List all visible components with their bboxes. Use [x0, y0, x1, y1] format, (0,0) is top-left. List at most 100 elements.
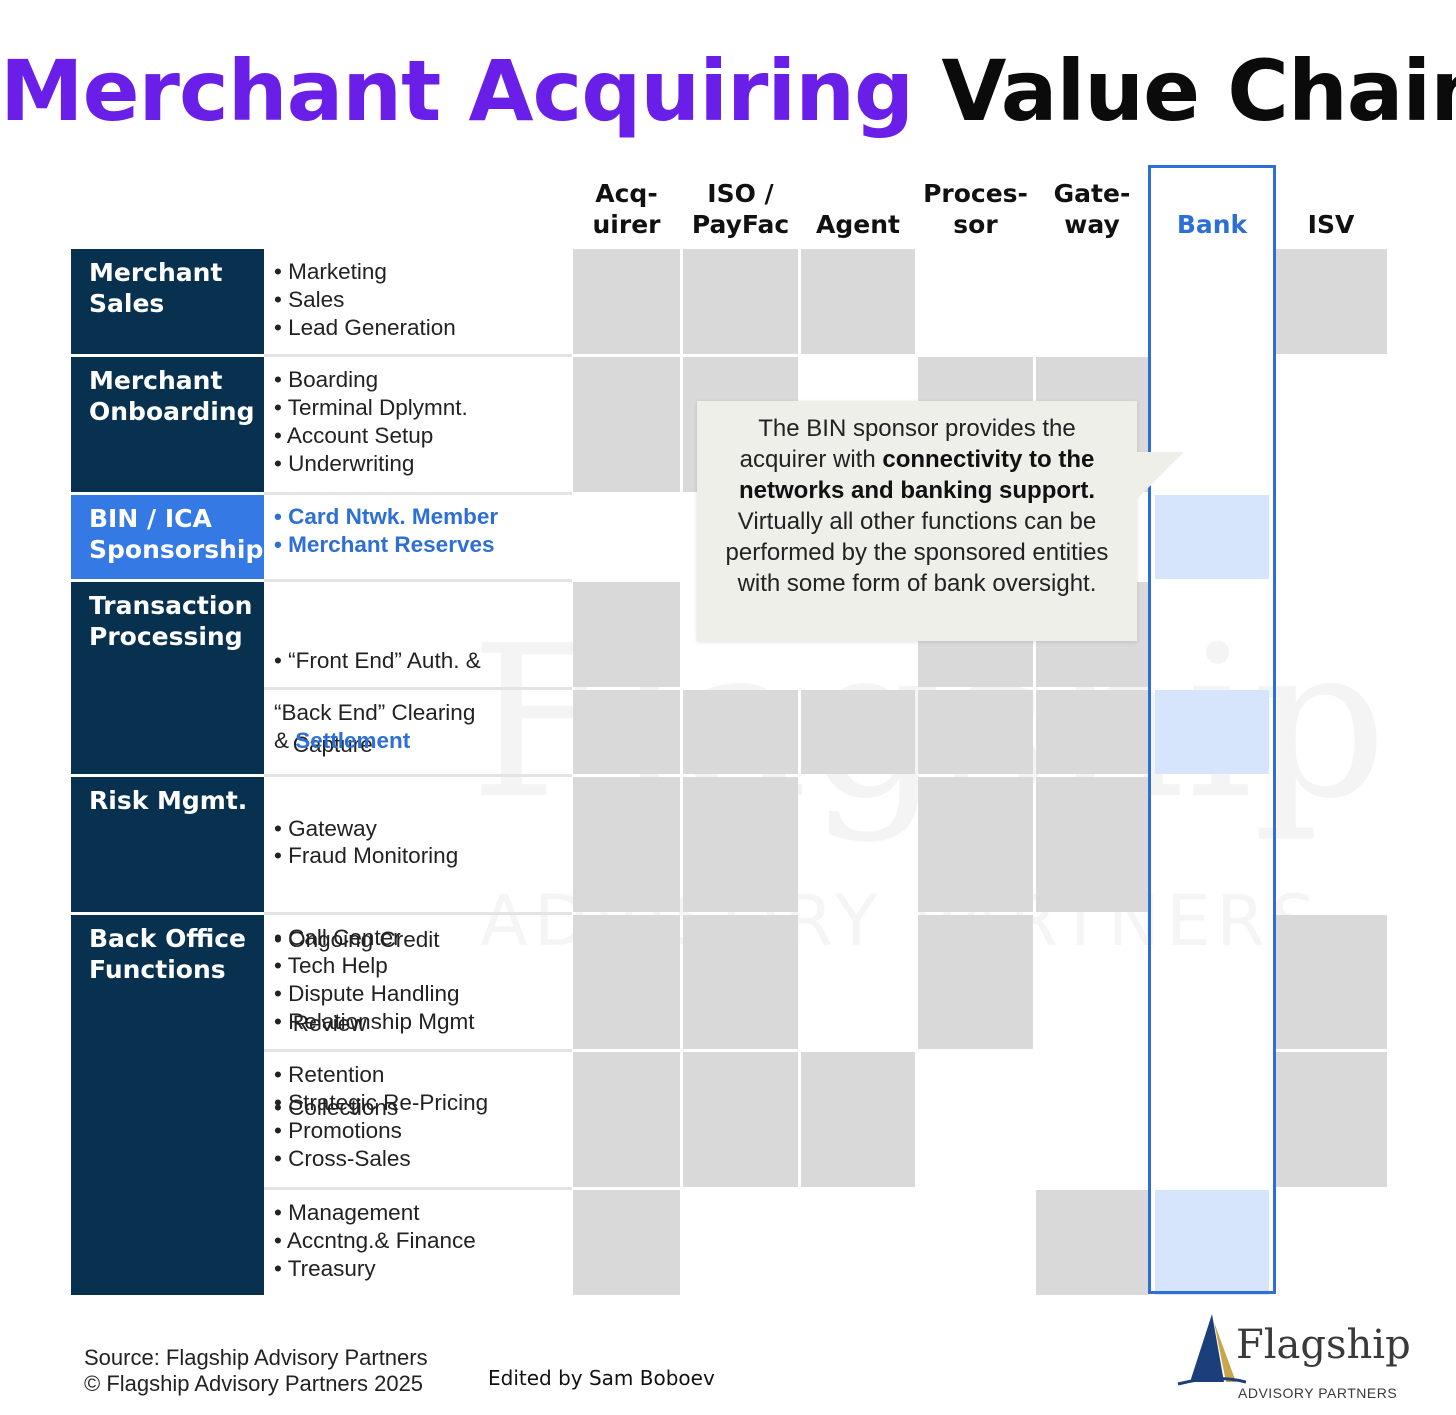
- category-label: Transaction: [89, 591, 253, 620]
- function-item: • Card Ntwk. Member: [274, 504, 499, 529]
- function-item: “Back End” Clearing: [274, 700, 476, 725]
- row-divider: [264, 774, 572, 777]
- category-label: Sponsorship: [89, 535, 264, 564]
- function-item: • Management: [274, 1200, 420, 1225]
- callout-bold-text: connectivity to the networks and banking…: [738, 446, 1096, 504]
- function-item: • Cross-Sales: [274, 1146, 411, 1171]
- category-label: Processing: [89, 622, 243, 651]
- category-merchant-sales: Merchant Sales: [71, 249, 264, 354]
- function-item: • Boarding: [274, 367, 379, 392]
- functions-back-office-2: • Retention • Strategic Re-Pricing • Pro…: [274, 1061, 488, 1173]
- row-divider: [264, 912, 572, 915]
- function-item: • Underwriting: [274, 451, 415, 476]
- category-label: BIN / ICA: [89, 504, 212, 533]
- function-item: • Relationship Mgmt: [274, 1009, 475, 1034]
- column-header-processor: Proces- sor: [923, 179, 1028, 239]
- function-item: & Settlement: [274, 727, 475, 755]
- row-divider: [264, 492, 572, 495]
- cell-merchant-sales-iso-payfac: [683, 249, 798, 354]
- function-item: • Treasury: [274, 1256, 376, 1281]
- function-item: • Ongoing Credit: [274, 927, 440, 952]
- callout-text: Virtually all other functions can be per…: [725, 508, 1109, 597]
- cell-back-office-3-gateway: [1036, 1190, 1148, 1295]
- function-item: • Marketing: [274, 259, 387, 284]
- cell-back-office-2-isv: [1275, 1052, 1387, 1187]
- functions-bin-ica: • Card Ntwk. Member • Merchant Reserves: [274, 503, 498, 559]
- cell-back-office-2-agent: [801, 1052, 915, 1187]
- cell-back-end-processor: [918, 690, 1033, 774]
- functions-back-office-1: • Call Center • Tech Help • Dispute Hand…: [274, 924, 474, 1036]
- function-item: • Terminal Dplymnt.: [274, 395, 468, 420]
- cell-bin-ica-bank: [1155, 495, 1269, 579]
- column-header-agent: Agent: [816, 210, 900, 239]
- function-item: • “Front End” Auth. &: [274, 648, 481, 673]
- page-title: Merchant Acquiring Value Chain: [0, 42, 1456, 140]
- cell-risk-mgmt-iso-payfac: [683, 777, 798, 912]
- title-rest: Value Chain: [941, 42, 1456, 140]
- row-divider: [264, 354, 572, 357]
- logo-wordmark: Flagship: [1236, 1322, 1411, 1368]
- function-item: Capture: [274, 732, 373, 757]
- category-transaction-processing: Transaction Processing: [71, 582, 264, 774]
- callout-text: The BIN sponsor provides the acquirer wi…: [739, 415, 1076, 473]
- cell-back-end-bank: [1155, 690, 1269, 774]
- cell-merchant-sales-acquirer: [573, 249, 680, 354]
- title-highlight: Merchant Acquiring: [0, 42, 914, 140]
- category-label: Sales: [89, 289, 165, 318]
- category-label: Merchant: [89, 366, 223, 395]
- cell-risk-mgmt-gateway: [1036, 777, 1148, 912]
- function-item: • Merchant Reserves: [274, 532, 495, 557]
- column-header-bank: Bank: [1176, 210, 1248, 239]
- flag-sail-icon: [1177, 1314, 1246, 1386]
- row-divider: [264, 1187, 572, 1190]
- function-item: • Strategic Re-Pricing: [274, 1090, 489, 1115]
- bin-sponsor-callout: The BIN sponsor provides the acquirer wi…: [697, 401, 1137, 641]
- logo-subtitle: ADVISORY PARTNERS: [1238, 1385, 1398, 1401]
- category-label: Onboarding: [89, 397, 255, 426]
- cell-back-office-2-iso-payfac: [683, 1052, 798, 1187]
- function-item: • Tech Help: [274, 953, 388, 978]
- cell-back-office-1-iso-payfac: [683, 915, 798, 1049]
- function-highlight: Settlement: [295, 728, 411, 753]
- flagship-logo: Flagship ADVISORY PARTNERS: [1176, 1312, 1411, 1407]
- category-label: Back Office: [89, 924, 246, 953]
- cell-back-office-1-acquirer: [573, 915, 680, 1049]
- functions-merchant-onboarding: • Boarding • Terminal Dplymnt. • Account…: [274, 366, 468, 478]
- row-divider: [264, 1049, 572, 1052]
- callout-pointer: [1136, 452, 1184, 500]
- category-bin-ica-sponsorship: BIN / ICA Sponsorship: [71, 495, 264, 579]
- cell-back-office-2-acquirer: [573, 1052, 680, 1187]
- cell-merchant-onboarding-acquirer: [573, 357, 680, 492]
- cell-front-end-acquirer: [573, 582, 680, 687]
- category-label: Functions: [89, 955, 226, 984]
- functions-merchant-sales: • Marketing • Sales • Lead Generation: [274, 258, 456, 342]
- functions-risk-mgmt: • Fraud Monitoring • Ongoing Credit Revi…: [274, 786, 458, 1150]
- function-item: Review: [274, 1011, 367, 1036]
- column-header-iso-payfac: ISO / PayFac: [691, 179, 790, 239]
- function-item: • Gateway: [274, 816, 377, 841]
- cell-merchant-sales-isv: [1275, 249, 1387, 354]
- function-item: • Dispute Handling: [274, 981, 460, 1006]
- cell-back-office-1-processor: [918, 915, 1033, 1049]
- cell-back-end-agent: [801, 690, 915, 774]
- function-prefix: &: [274, 728, 296, 753]
- copyright-line: © Flagship Advisory Partners 2025: [84, 1371, 424, 1396]
- column-header-gateway: Gate- way: [1053, 179, 1131, 239]
- functions-back-end: “Back End” Clearing & Settlement: [274, 699, 475, 755]
- source-note: Source: Flagship Advisory Partners © Fla…: [84, 1345, 428, 1397]
- function-item: • Lead Generation: [274, 315, 456, 340]
- category-risk-mgmt: Risk Mgmt.: [71, 777, 264, 912]
- functions-front-end: • “Front End” Auth. & Capture • Gateway: [274, 591, 481, 871]
- cell-back-end-acquirer: [573, 690, 680, 774]
- cell-back-office-1-isv: [1275, 915, 1387, 1049]
- function-item: • Promotions: [274, 1118, 402, 1143]
- column-header-isv: ISV: [1307, 210, 1355, 239]
- cell-merchant-sales-agent: [801, 249, 915, 354]
- category-label: Merchant: [89, 258, 223, 287]
- row-divider: [264, 579, 572, 582]
- cell-back-end-iso-payfac: [683, 690, 798, 774]
- category-back-office-functions: Back Office Functions: [71, 915, 264, 1295]
- column-header-acquirer: Acq- uirer: [592, 179, 661, 239]
- category-merchant-onboarding: Merchant Onboarding: [71, 357, 264, 492]
- functions-back-office-3: • Management • Accntng.& Finance • Treas…: [274, 1199, 476, 1283]
